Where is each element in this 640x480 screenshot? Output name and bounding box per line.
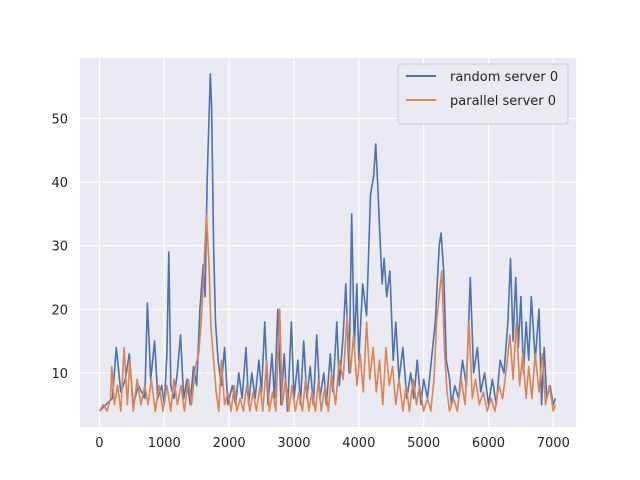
- y-tick-label: 10: [51, 367, 68, 382]
- x-tick-label: 6000: [472, 436, 505, 451]
- series-layer: [98, 73, 557, 412]
- y-tick-label: 20: [51, 303, 68, 318]
- x-tick-label: 7000: [537, 436, 570, 451]
- legend-label: random server 0: [450, 70, 558, 85]
- y-tick-label: 40: [51, 176, 68, 191]
- legend: random server 0 parallel server 0: [397, 63, 569, 125]
- y-tick-label: 30: [51, 240, 68, 255]
- series-line-0: [98, 73, 557, 412]
- legend-box: [397, 63, 569, 125]
- x-tick-label: 1000: [148, 436, 181, 451]
- x-tick-label: 3000: [277, 436, 310, 451]
- x-tick-label: 4000: [342, 436, 375, 451]
- y-tick-label: 50: [51, 112, 68, 127]
- series-line-1: [98, 213, 557, 412]
- x-tick-label: 5000: [407, 436, 440, 451]
- y-axis: 10 20 30 40 50: [51, 112, 68, 381]
- x-tick-label: 0: [95, 436, 103, 451]
- x-tick-label: 2000: [213, 436, 246, 451]
- legend-label: parallel server 0: [450, 94, 556, 109]
- x-axis: 0 1000 2000 3000 4000 5000 6000 7000: [95, 436, 570, 451]
